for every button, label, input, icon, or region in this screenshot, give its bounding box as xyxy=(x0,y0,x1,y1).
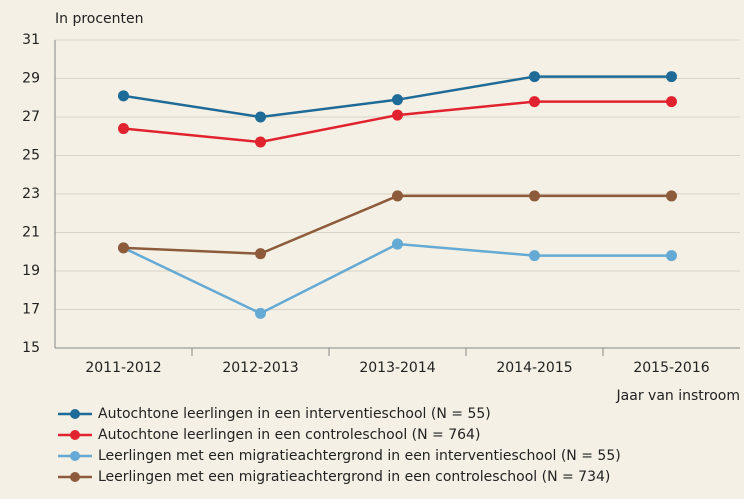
x-tick-label: 2012-2013 xyxy=(222,360,298,376)
series-marker xyxy=(529,190,540,202)
x-tick-label: 2014-2015 xyxy=(496,360,572,376)
y-tick-label: 21 xyxy=(22,225,40,241)
y-tick-label: 17 xyxy=(22,302,40,318)
series-marker xyxy=(666,71,677,83)
y-tick-label: 19 xyxy=(22,263,40,279)
legend-marker xyxy=(70,430,80,440)
series-marker xyxy=(666,190,677,202)
legend-label: Autochtone leerlingen in een controlesch… xyxy=(98,427,480,443)
series-marker xyxy=(392,190,403,202)
x-tick-label: 2013-2014 xyxy=(359,360,435,376)
series-marker xyxy=(255,136,266,148)
y-tick-label: 15 xyxy=(22,340,40,356)
legend-marker xyxy=(70,472,80,482)
series-marker xyxy=(255,111,266,123)
series-marker xyxy=(666,250,677,262)
series-marker xyxy=(392,238,403,250)
x-tick-label: 2015-2016 xyxy=(633,360,709,376)
series-marker xyxy=(666,96,677,108)
legend-label: Leerlingen met een migratieachtergrond i… xyxy=(98,469,610,485)
series-marker xyxy=(118,242,129,254)
y-tick-label: 27 xyxy=(22,109,40,125)
series-marker xyxy=(255,307,266,319)
x-axis-title: Jaar van instroom xyxy=(616,388,740,404)
y-axis-title: In procenten xyxy=(55,11,144,27)
legend-marker xyxy=(70,409,80,419)
series-marker xyxy=(255,248,266,260)
legend-label: Leerlingen met een migratieachtergrond i… xyxy=(98,448,621,464)
series-marker xyxy=(529,96,540,108)
series-marker xyxy=(529,250,540,262)
legend-label: Autochtone leerlingen in een interventie… xyxy=(98,406,491,422)
y-tick-label: 29 xyxy=(22,71,40,87)
y-tick-label: 31 xyxy=(22,32,40,48)
series-marker xyxy=(118,123,129,135)
y-tick-label: 25 xyxy=(22,148,40,164)
x-tick-label: 2011-2012 xyxy=(85,360,161,376)
series-marker xyxy=(118,90,129,102)
y-tick-label: 23 xyxy=(22,186,40,202)
series-marker xyxy=(392,109,403,121)
series-marker xyxy=(392,94,403,106)
series-marker xyxy=(529,71,540,83)
legend-marker xyxy=(70,451,80,461)
